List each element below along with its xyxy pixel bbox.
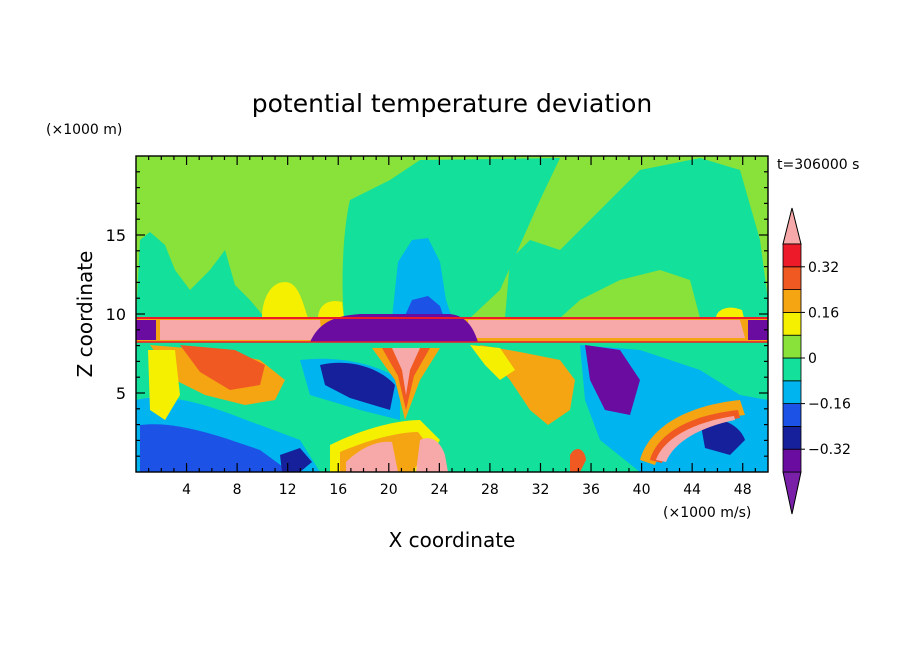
colorbar-tick-label: 0.32 [808, 260, 839, 276]
darkblue-lower-center [320, 362, 395, 410]
pink-lower-center-left [346, 441, 398, 472]
mid-left-purple [136, 320, 156, 340]
colorbar-segment [782, 425, 802, 450]
colorbar-segment [782, 243, 802, 268]
colorbar-segment [782, 403, 802, 427]
mid-pink-band [160, 320, 745, 340]
mid-purple-lid [310, 314, 478, 342]
x-tick-label: 48 [734, 482, 752, 498]
colorbar: 0.32 0.16 0 −0.16 −0.32 [782, 207, 851, 515]
y-axis-label: Z coordinate [73, 251, 97, 378]
x-tick-label: 44 [683, 482, 701, 498]
colorbar-bottom-arrow [782, 471, 802, 515]
x-tick-label: 16 [329, 482, 347, 498]
teal-band-right [505, 158, 768, 318]
yellow-patch-far-right [716, 307, 744, 318]
yellow-plume-left [148, 350, 180, 420]
x-unit-label: (×1000 m/s) [663, 505, 751, 521]
colorbar-tick-label: −0.16 [808, 397, 851, 413]
x-axis-label: X coordinate [389, 528, 516, 552]
pink-wave-column [392, 348, 420, 395]
mid-right-purple [748, 320, 768, 340]
green-patch-right [560, 270, 700, 318]
time-label: t=306000 s [777, 157, 859, 173]
yellow-patch-right [318, 300, 344, 318]
colorbar-top-arrow [782, 207, 802, 245]
colorbar-tick-label: −0.32 [808, 442, 851, 458]
colorbar-segment [782, 311, 802, 336]
darkblue-lower-right [700, 418, 745, 455]
chart-title: potential temperature deviation [252, 89, 652, 118]
x-tick-label: 28 [481, 482, 499, 498]
x-tick-label: 40 [633, 482, 651, 498]
blue-lower-left [140, 424, 290, 472]
colorbar-segment [782, 448, 802, 473]
x-tick-label: 4 [182, 482, 191, 498]
y-tick-label: 5 [116, 384, 126, 403]
teal-band-left [136, 232, 265, 318]
colorbar-segment [782, 357, 802, 382]
y-axis: 5 10 15 [106, 171, 768, 457]
x-tick-label: 32 [532, 482, 550, 498]
red-plume-left [180, 345, 265, 390]
colorbar-segment [782, 334, 802, 359]
pink-lower-center-right [416, 438, 448, 472]
x-tick-label: 12 [279, 482, 297, 498]
x-axis: 4 8 12 16 20 24 28 32 36 40 44 48 [148, 156, 756, 498]
contour-field [136, 156, 768, 472]
colorbar-segment [782, 380, 802, 404]
yellow-patch-left [262, 282, 308, 318]
x-tick-label: 8 [233, 482, 242, 498]
yellow-plume-right [470, 345, 515, 380]
colorbar-tick-label: 0 [808, 351, 817, 367]
y-tick-label: 15 [106, 226, 126, 245]
purple-lower-right [585, 345, 640, 415]
y-unit-label: (×1000 m) [46, 122, 122, 138]
red-small-patch [570, 448, 586, 472]
colorbar-segment [782, 289, 802, 313]
colorbar-tick-label: 0.16 [808, 305, 839, 321]
y-tick-label: 10 [106, 305, 126, 324]
colorbar-segment [782, 266, 802, 290]
x-tick-label: 20 [380, 482, 398, 498]
pink-arc-right [656, 416, 735, 462]
x-tick-label: 36 [582, 482, 600, 498]
x-tick-label: 24 [430, 482, 448, 498]
cyan-plume [392, 238, 452, 318]
blue-top-patch [404, 296, 444, 318]
